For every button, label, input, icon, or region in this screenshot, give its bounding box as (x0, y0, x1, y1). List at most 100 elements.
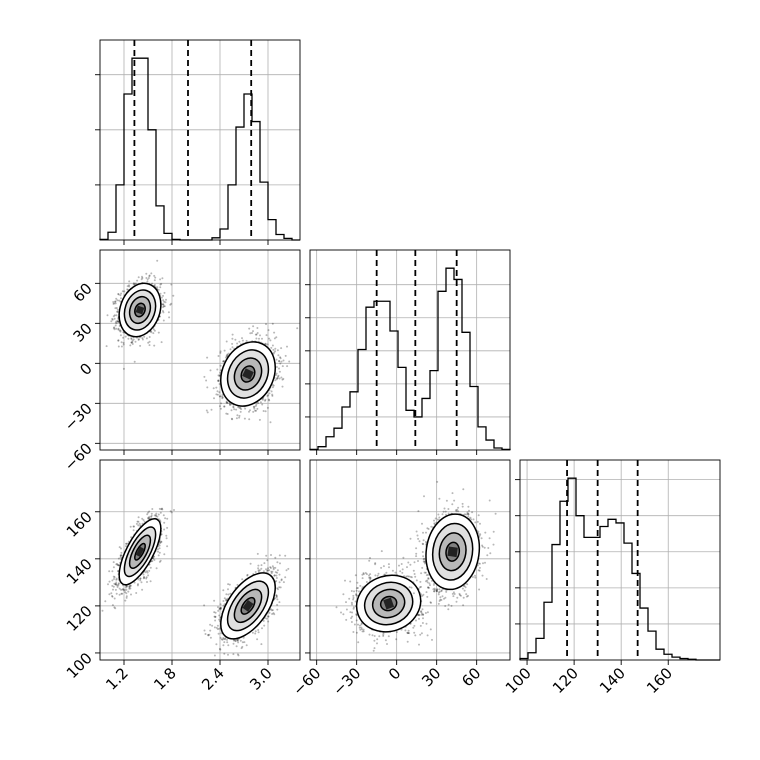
sample-point (266, 406, 269, 409)
sample-point (240, 408, 243, 411)
sample-point (226, 354, 229, 357)
sample-point (173, 509, 175, 511)
sample-point (114, 583, 117, 586)
sample-point (256, 407, 259, 410)
sample-point (126, 285, 129, 288)
sample-point (280, 376, 283, 379)
sample-point (155, 567, 158, 570)
sample-point (296, 327, 299, 330)
density-core (135, 305, 145, 315)
sample-point (219, 405, 221, 408)
sample-point (226, 402, 229, 404)
sample-point (146, 571, 149, 574)
sample-point (158, 560, 161, 563)
sample-point (166, 545, 169, 548)
sample-point (117, 345, 120, 348)
sample-point (274, 347, 277, 350)
sample-point (141, 338, 144, 341)
sample-point (148, 515, 151, 518)
sample-point (227, 588, 229, 591)
sample-point (222, 360, 225, 363)
sample-point (117, 320, 120, 322)
sample-point (274, 350, 277, 353)
sample-point (160, 282, 163, 285)
sample-point (145, 277, 148, 279)
sample-point (269, 339, 272, 342)
sample-point (166, 517, 169, 520)
sample-point (215, 643, 218, 646)
sample-point (276, 349, 279, 352)
sample-point (131, 341, 134, 344)
sample-point (134, 340, 137, 343)
sample-point (149, 566, 152, 569)
sample-point (133, 581, 136, 584)
sample-point (225, 598, 228, 601)
sample-point (282, 359, 285, 362)
sample-point (128, 587, 131, 590)
sample-point (229, 348, 232, 351)
y-tick-label: −30 (61, 399, 96, 434)
sample-point (115, 578, 118, 581)
sample-point (119, 330, 122, 333)
sample-point (168, 316, 171, 319)
sample-point (156, 515, 159, 518)
sample-point (248, 418, 251, 421)
sample-point (264, 343, 267, 346)
sample-point (114, 300, 117, 303)
sample-point (275, 378, 278, 381)
sample-point (241, 578, 244, 581)
sample-point (286, 365, 289, 368)
sample-point (165, 298, 167, 301)
sample-point (130, 337, 133, 340)
sample-point (266, 395, 269, 397)
histogram-step-line (519, 477, 720, 661)
sample-point (111, 570, 114, 573)
sample-point (277, 374, 280, 377)
sample-point (137, 583, 139, 586)
sample-point (278, 586, 281, 589)
sample-point (136, 584, 139, 587)
sample-point (163, 291, 166, 294)
sample-point (132, 529, 135, 532)
sample-point (135, 522, 138, 525)
sample-point (226, 413, 229, 415)
sample-point (157, 288, 160, 291)
histogram-step-line (99, 57, 300, 241)
sample-point (111, 318, 114, 321)
sample-point (148, 569, 151, 572)
sample-point (288, 360, 291, 363)
histogram-panel-1 (305, 249, 511, 455)
sample-point (139, 579, 142, 582)
sample-point (151, 560, 154, 563)
sample-point (132, 283, 135, 286)
sample-point (119, 329, 122, 332)
sample-point (128, 285, 131, 288)
sample-point (120, 341, 123, 344)
sample-point (257, 570, 260, 573)
sample-point (271, 393, 274, 396)
sample-point (261, 403, 264, 406)
sample-point (273, 337, 276, 340)
sample-point (143, 576, 146, 579)
sample-point (231, 333, 234, 336)
sample-point (137, 516, 140, 519)
sample-point (153, 279, 156, 282)
sample-point (236, 342, 239, 345)
sample-point (162, 303, 165, 306)
sample-point (159, 283, 162, 286)
sample-point (157, 331, 160, 334)
sample-point (241, 339, 244, 342)
sample-point (163, 528, 166, 531)
sample-point (108, 593, 111, 596)
sample-point (164, 301, 167, 304)
sample-point (147, 516, 150, 519)
sample-point (160, 540, 163, 543)
sample-point (127, 590, 130, 593)
sample-point (212, 387, 215, 390)
sample-point (279, 362, 282, 365)
sample-point (230, 417, 233, 420)
sample-point (245, 339, 248, 342)
sample-point (133, 525, 135, 528)
sample-point (120, 297, 122, 300)
sample-point (123, 589, 126, 591)
